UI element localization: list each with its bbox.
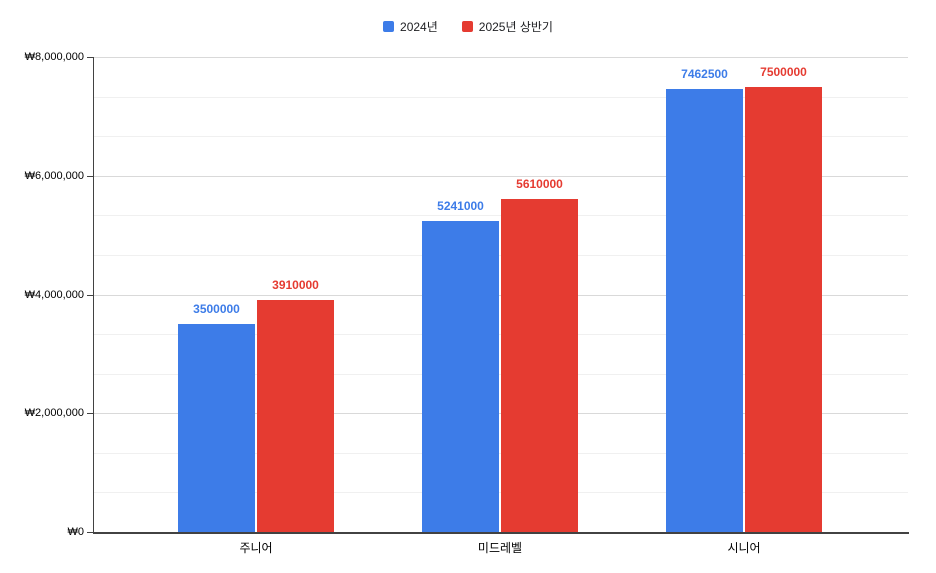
bar[interactable] [257,299,334,532]
gridline [93,176,908,177]
legend-swatch-icon [383,20,395,32]
bar[interactable] [422,220,499,532]
bar-value-label: 5241000 [437,198,484,213]
y-axis-tick-label: ₩8,000,000 [24,51,84,63]
gridline [93,97,908,98]
y-axis-tick-label: ₩4,000,000 [24,289,84,301]
y-axis [93,57,94,533]
gridline [93,374,908,375]
y-axis-tick [87,413,94,414]
legend-label: 2025년 상반기 [478,19,553,34]
y-axis-tick-label: ₩0 [67,526,85,538]
legend-swatch-icon [461,20,473,32]
gridline [93,57,908,58]
x-axis-category-label: 주니어 [239,541,273,555]
bar-value-label: 3910000 [272,277,319,292]
bar-value-label: 7500000 [760,64,807,79]
bar[interactable] [745,86,822,532]
y-axis-tick [87,176,94,177]
bar-value-label: 3500000 [193,302,240,317]
bar[interactable] [501,198,578,532]
y-axis-tick [87,57,94,58]
legend-label: 2024년 [400,19,438,34]
bar[interactable] [178,324,255,532]
x-axis-category-label: 미드레벨 [477,541,523,555]
y-axis-tick [87,532,94,533]
y-axis-tick-label: ₩2,000,000 [24,407,84,419]
x-axis-category-label: 시니어 [727,541,761,555]
gridline [93,413,908,414]
x-axis [93,532,909,534]
bar-value-label: 7462500 [681,66,728,81]
gridline [93,295,908,296]
chart-legend: 2024년 2025년 상반기 [0,18,936,34]
gridline [93,334,908,335]
bar[interactable] [666,88,743,532]
y-axis-tick-label: ₩6,000,000 [24,170,84,182]
gridline [93,492,908,493]
gridline [93,453,908,454]
legend-item-2025-h1[interactable]: 2025년 상반기 [461,18,553,35]
y-axis-tick [87,295,94,296]
gridline [93,255,908,256]
gridline [93,136,908,137]
legend-item-2024[interactable]: 2024년 [383,18,438,35]
gridline [93,215,908,216]
bar-value-label: 5610000 [516,176,563,191]
